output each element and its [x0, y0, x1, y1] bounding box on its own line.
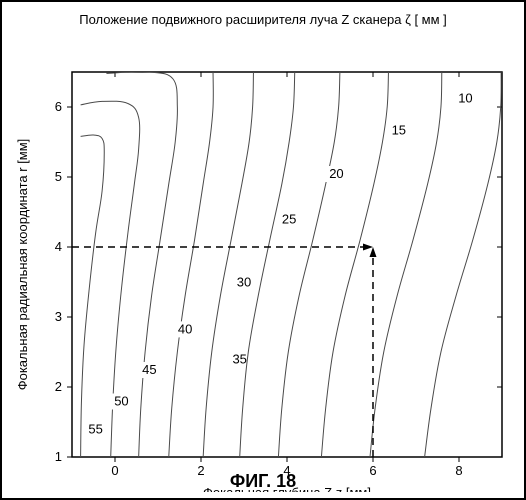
contour-label: 25: [282, 212, 296, 227]
axes-frame: [72, 72, 502, 457]
y-tick-label: 4: [55, 239, 62, 254]
guide-arrow-head: [370, 247, 377, 257]
contour-label: 30: [237, 275, 251, 290]
contour-label: 35: [232, 352, 246, 367]
contour-label: 10: [458, 90, 472, 105]
y-tick-label: 3: [55, 309, 62, 324]
contour-line: [81, 135, 105, 457]
chart-title: Положение подвижного расширителя луча Z …: [2, 12, 524, 27]
contour-line: [240, 72, 295, 457]
contour-label: 50: [114, 394, 128, 409]
plot-area: 02468123456Фокальная глубина Z z [мм]Фок…: [2, 32, 526, 497]
contour-label: 55: [88, 422, 102, 437]
figure-caption: ФИГ. 18: [2, 471, 524, 492]
contour-line: [321, 72, 388, 457]
contour-line: [278, 72, 339, 457]
contour-label: 15: [392, 123, 406, 138]
contour-line: [425, 72, 502, 457]
contour-label: 45: [142, 362, 156, 377]
y-tick-label: 2: [55, 379, 62, 394]
y-axis-label: Фокальная радиальная координата r [мм]: [15, 139, 30, 391]
contour-label: 20: [329, 166, 343, 181]
contour-label: 40: [178, 321, 192, 336]
y-tick-label: 6: [55, 99, 62, 114]
y-tick-label: 5: [55, 169, 62, 184]
y-tick-label: 1: [55, 449, 62, 464]
guide-arrow-head: [363, 244, 373, 251]
